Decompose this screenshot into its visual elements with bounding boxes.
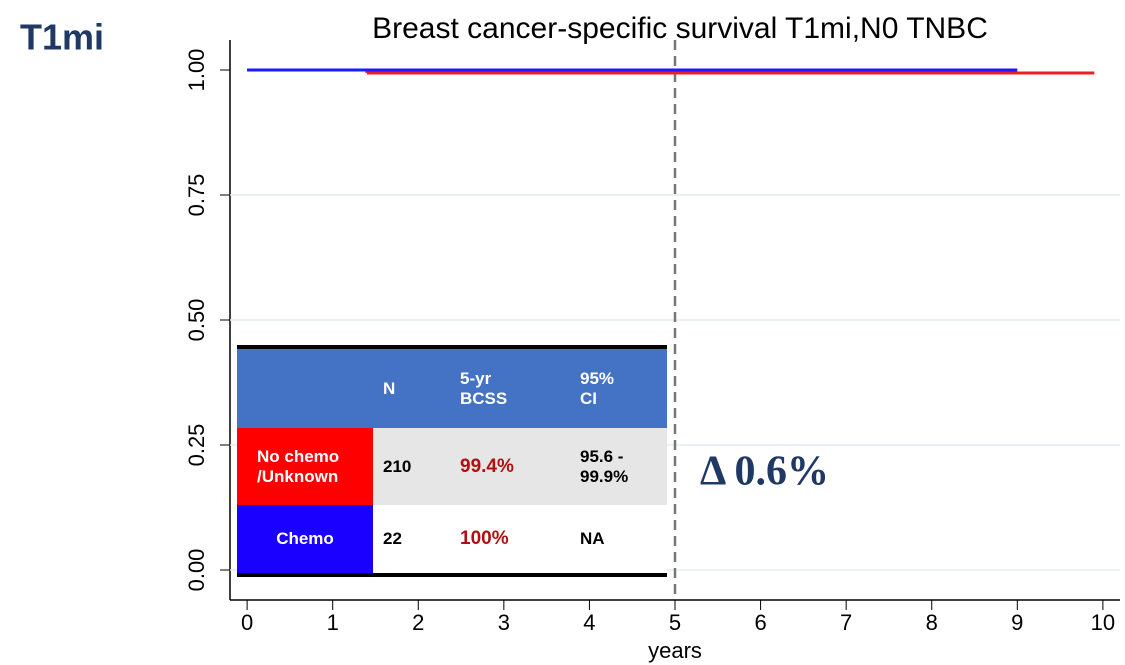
x-tick-label: 3 xyxy=(498,610,510,635)
ci-cell: NA xyxy=(570,505,667,573)
x-tick-label: 2 xyxy=(412,610,424,635)
header-cell-line: 95% xyxy=(580,368,615,388)
header-cell: 95% CI xyxy=(570,349,667,428)
bcss-cell-text: 100% xyxy=(460,528,509,549)
y-tick-label: 0.75 xyxy=(184,174,209,217)
x-tick-label: 8 xyxy=(926,610,938,635)
header-cell-line: 5-yr xyxy=(460,368,492,388)
row-label-line: No chemo xyxy=(257,446,340,466)
ci-cell-line: 99.9% xyxy=(580,466,629,486)
x-tick-label: 0 xyxy=(241,610,253,635)
ci-cell-line: 95.6 - xyxy=(580,446,624,466)
header-cell-line: BCSS xyxy=(460,388,508,408)
table-row: No chemo/Unknown 210 99.4% 95.6 -99.9% xyxy=(237,428,667,505)
n-cell-text: 210 xyxy=(383,456,412,476)
row-label: Chemo xyxy=(237,505,373,573)
row-label-line: Chemo xyxy=(276,529,334,548)
row-label: No chemo/Unknown xyxy=(237,428,373,505)
y-tick-label: 1.00 xyxy=(184,49,209,92)
summary-table: N 5-yr BCSS 95% CI No chemo/Unknown 210 99.4% 95… xyxy=(237,345,667,577)
x-tick-label: 6 xyxy=(754,610,766,635)
table-header: N 5-yr BCSS 95% CI xyxy=(237,349,667,428)
n-cell: 22 xyxy=(373,505,450,573)
x-tick-label: 1 xyxy=(327,610,339,635)
x-tick-label: 4 xyxy=(583,610,595,635)
x-tick-label: 9 xyxy=(1011,610,1023,635)
bcss-cell: 100% xyxy=(450,505,570,573)
bcss-cell-text: 99.4% xyxy=(460,455,514,477)
x-tick-label: 5 xyxy=(669,610,681,635)
n-cell-text: 22 xyxy=(383,529,402,548)
header-cell: 5-yr BCSS xyxy=(450,349,570,428)
header-cell-line: CI xyxy=(580,388,597,408)
header-blank xyxy=(237,349,373,428)
header-cell: N xyxy=(373,349,450,428)
ci-cell-line: NA xyxy=(580,529,605,548)
annotation: Δ 0.6% xyxy=(700,449,829,495)
y-tick-label: 0.00 xyxy=(184,549,209,592)
x-tick-label: 10 xyxy=(1091,610,1115,635)
x-tick-label: 7 xyxy=(840,610,852,635)
table-row: Chemo 22 100% NA xyxy=(237,505,667,573)
chart-title: Breast cancer-specific survival T1mi,N0 … xyxy=(372,12,988,45)
bcss-cell: 99.4% xyxy=(450,428,570,505)
x-axis-label: years xyxy=(648,638,702,663)
y-tick-label: 0.25 xyxy=(184,424,209,467)
panel-label: T1mi xyxy=(20,17,104,58)
header-cell-text: N xyxy=(383,378,396,398)
n-cell: 210 xyxy=(373,428,450,505)
ci-cell: 95.6 -99.9% xyxy=(570,428,667,505)
row-label-line: /Unknown xyxy=(257,466,339,486)
y-tick-label: 0.50 xyxy=(184,299,209,342)
